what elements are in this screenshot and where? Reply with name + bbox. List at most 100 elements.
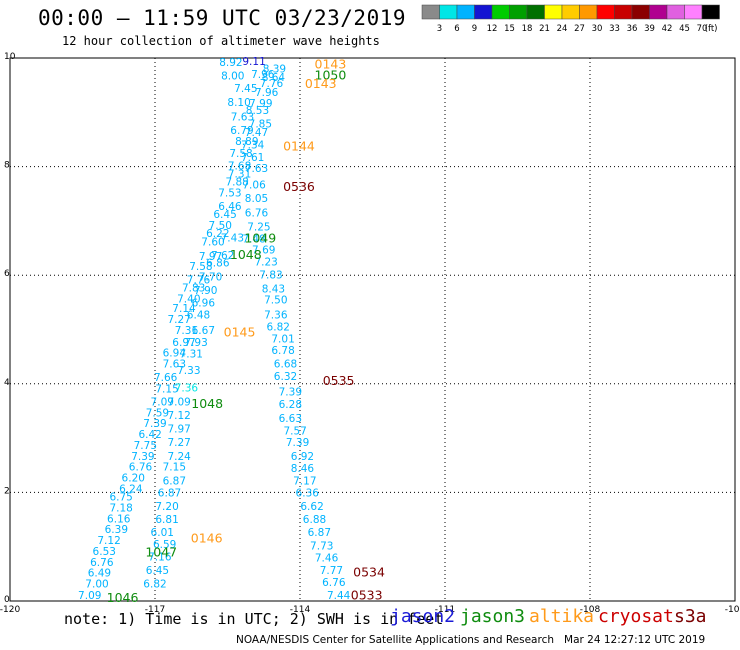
wave-height-point: 6.76 xyxy=(90,557,114,569)
pass-time-label: 0143 xyxy=(315,56,347,71)
wave-height-point: 6.87 xyxy=(308,527,331,539)
data-points: 8.92 9.118.397.968.00 8.647.767.457.968.10… xyxy=(78,56,351,602)
colorbar-swatch xyxy=(684,4,703,20)
wave-height-point: 6.87 xyxy=(163,475,186,487)
wave-height-point: 6.76 xyxy=(129,462,153,474)
colorbar-swatch xyxy=(649,4,668,20)
wave-height-point: 7.15 xyxy=(155,383,178,395)
wave-height-point: 8.89 xyxy=(235,136,258,148)
wave-height-point: 7.43 xyxy=(221,233,244,245)
colorbar-swatch xyxy=(474,4,493,20)
colorbar-swatch xyxy=(421,4,440,20)
wave-height-point: 7.63 xyxy=(245,163,268,175)
wave-height-point: 6.82 xyxy=(267,322,290,334)
wave-height-point: 7.27 xyxy=(167,437,190,449)
colorbar-label: 9 xyxy=(472,24,477,34)
wave-height-point: 7.09 xyxy=(151,397,174,409)
wave-height-point: 6.81 xyxy=(155,514,178,526)
wave-height-point: 7.77 xyxy=(320,565,343,577)
wave-height-point: 7.53 xyxy=(218,187,241,199)
wave-height-point: 6.42 xyxy=(138,429,161,441)
wave-height-point: 7.63 xyxy=(163,359,186,371)
legend-jason3: jason3 xyxy=(460,606,526,627)
wave-height-point: 7.62 xyxy=(211,250,234,262)
wave-height-point: 9.11 xyxy=(242,56,265,68)
wave-height-point: 7.14 xyxy=(172,303,196,315)
x-tick-label: -108 xyxy=(580,605,601,615)
wave-height-point: 7.23 xyxy=(254,256,277,268)
wave-height-point: 6.22 xyxy=(206,228,229,240)
colorbar-label: 42 xyxy=(662,24,673,34)
page-title: 00:00 – 11:59 UTC 03/23/2019 xyxy=(38,6,407,30)
legend-jason2: jason2 xyxy=(390,606,456,627)
wave-height-point: 7.47 xyxy=(245,127,268,139)
wave-height-point: 6.82 xyxy=(143,578,166,590)
wave-height-point: 7.59 xyxy=(146,407,169,419)
wave-height-point: 7.76 xyxy=(187,274,211,286)
wave-height-point: 7.24 xyxy=(167,451,191,463)
wave-height-point: 6.45 xyxy=(146,565,169,577)
legend-altika: altika xyxy=(529,606,595,627)
wave-height-point: 7.96 xyxy=(251,69,275,81)
colorbar-swatch xyxy=(439,4,458,20)
wave-height-point: 7.61 xyxy=(241,152,264,164)
wave-height-point: 6.28 xyxy=(279,399,302,411)
wave-height-point: 7.39 xyxy=(131,451,154,463)
wave-height-point: 8.43 xyxy=(262,284,285,296)
wave-height-point: 6.48 xyxy=(187,310,210,322)
pass-time-label: 1050 xyxy=(315,68,347,83)
wave-height-point: 6.87 xyxy=(158,488,181,500)
wave-height-point: 7.12 xyxy=(167,410,190,422)
wave-height-point: 7.46 xyxy=(315,552,339,564)
y-tick-label: 8 xyxy=(4,161,10,171)
wave-height-point: 7.40 xyxy=(177,293,200,305)
pass-time-label: 1048 xyxy=(230,247,262,262)
wave-height-point: 6.86 xyxy=(206,258,230,270)
pass-time-label: 0144 xyxy=(283,138,315,153)
y-tick-label: 10 xyxy=(4,52,16,62)
colorbar-swatch xyxy=(491,4,510,20)
wave-height-point: 8.53 xyxy=(246,105,269,117)
wave-height-point: 6.75 xyxy=(109,492,132,504)
wave-height-point: 7.31 xyxy=(180,349,203,361)
wave-height-point: 7.58 xyxy=(189,261,212,273)
x-tick-label: -111 xyxy=(435,605,455,615)
wave-height-point: 7.97 xyxy=(199,251,222,263)
wave-height-point: 7.68 xyxy=(228,160,251,172)
colorbar-label: 33 xyxy=(609,24,620,34)
wave-height-point: 7.45 xyxy=(234,83,257,95)
wave-height-point: 7.25 xyxy=(247,222,270,234)
wave-height-point: 7.50 xyxy=(264,294,287,306)
pass-time-label: 0536 xyxy=(283,179,315,194)
x-tick-label: -117 xyxy=(145,605,165,615)
wave-height-point: 6.76 xyxy=(245,208,269,220)
colorbar: 3 6 9 12 15 18 21 24 27 30 33 36 39 42 45 70(ft) xyxy=(421,4,720,34)
colorbar-label: 3 xyxy=(437,24,442,34)
colorbar-swatch xyxy=(666,4,685,20)
colorbar-label: 36 xyxy=(627,24,638,34)
colorbar-swatch xyxy=(701,4,720,20)
wave-height-point: 8.46 xyxy=(291,463,315,475)
wave-height-point: 7.57 xyxy=(283,425,306,437)
plot-frame xyxy=(9,57,736,602)
wave-height-point: 7.88 xyxy=(225,177,248,189)
wave-height-point: 7.20 xyxy=(155,501,178,513)
colorbar-swatch xyxy=(614,4,633,20)
wave-height-point: 7.44 xyxy=(327,590,351,602)
wave-height-point: 6.76 xyxy=(322,577,346,589)
colorbar-swatch xyxy=(509,4,528,20)
wave-height-point: 7.31 xyxy=(228,168,251,180)
wave-height-point: 6.01 xyxy=(151,527,174,539)
footer-note: note: 1) Time is in UTC; 2) SWH is in fe… xyxy=(64,610,444,628)
wave-height-point: 6.79 xyxy=(230,125,253,137)
wave-height-point: 6.32 xyxy=(274,371,297,383)
wave-height-point: 6.68 xyxy=(274,359,297,371)
colorbar-unit: (ft) xyxy=(705,24,718,34)
wave-height-point: 7.16 xyxy=(148,551,172,563)
x-tick-label: -105 xyxy=(725,605,740,615)
wave-height-point: 8.05 xyxy=(245,193,268,205)
wave-height-point: 6.46 xyxy=(218,201,242,213)
pass-time-label: 1049 xyxy=(244,231,276,246)
wave-height-point: 6.88 xyxy=(303,514,326,526)
